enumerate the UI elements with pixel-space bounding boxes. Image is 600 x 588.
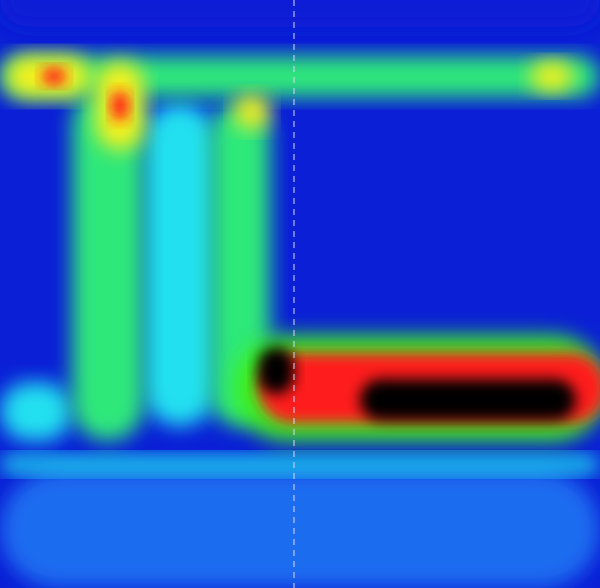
- heatmap-region-top-band: [0, 0, 600, 27]
- heatmap-region-upper-stripe: [0, 55, 600, 98]
- heatmap-region-lower-core-left: [258, 346, 294, 394]
- heatmap-region-upper-spot-a: [234, 94, 270, 130]
- heatmap-region-upper-mid-core: [111, 91, 129, 121]
- heatmap-region-vertical-c: [144, 102, 216, 427]
- heatmap-region-lower-core-right: [360, 379, 576, 421]
- heatmap-region-bottom-stripe: [0, 455, 600, 474]
- heatmap-region-bottom-band: [0, 470, 600, 588]
- heatmap-region-vertical-b: [210, 102, 270, 427]
- heatmap-region-upper-spot-b: [531, 61, 573, 92]
- heatmap-region-left-band: [0, 382, 72, 441]
- heatmap-region-vertical-a: [72, 88, 144, 441]
- heatmap-region-upper-left-core: [42, 67, 66, 86]
